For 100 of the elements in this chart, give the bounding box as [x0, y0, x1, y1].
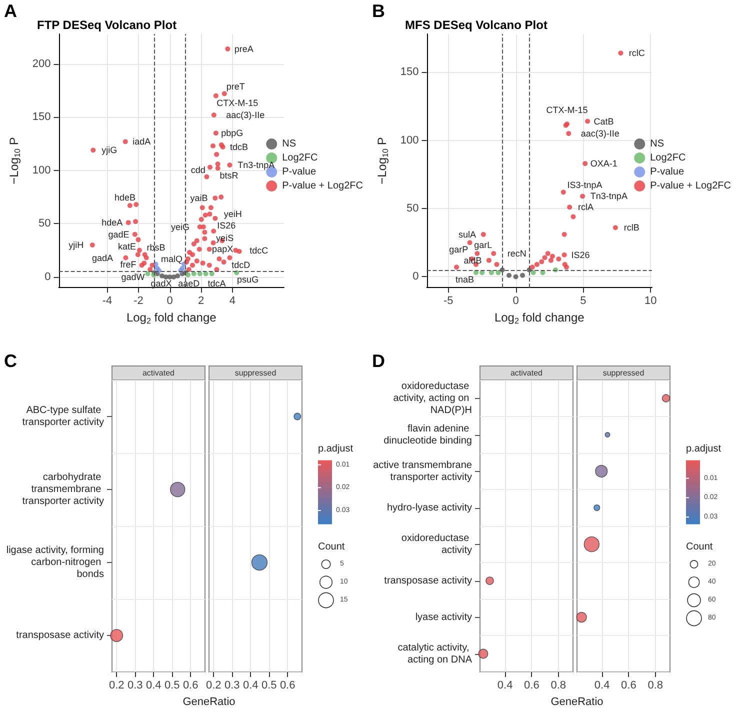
annotation: yjiH: [68, 240, 84, 250]
text: C: [4, 351, 17, 371]
x-tick-label: 0.6: [182, 680, 198, 692]
text: D: [372, 351, 385, 371]
annotation: tdcC: [250, 245, 269, 256]
x-tick-label: -4: [102, 295, 112, 308]
annotation: CTX-M-15: [216, 98, 258, 108]
annotation: psuG: [237, 274, 259, 285]
y-axis-title: −Log10 P: [375, 137, 390, 184]
text: B: [372, 1, 385, 21]
annotation: aac(3)-IIe: [226, 110, 265, 120]
x-tick-label: 0.3: [224, 680, 240, 692]
annotation: gadW: [121, 272, 146, 282]
annotation: cdd: [190, 164, 206, 175]
x-tick-label: -2: [134, 295, 144, 308]
annotation: Tn3-tnpA: [238, 160, 275, 170]
annotation: gadE: [108, 229, 130, 240]
annotation: CTX-M-15: [546, 104, 588, 115]
y-tick-label: 0: [412, 270, 419, 283]
x-tick-label: 0.4: [594, 680, 610, 692]
x-tick-label: 2: [198, 295, 204, 308]
x-tick-label: 4: [229, 295, 236, 308]
legend-label: P-value: [650, 166, 684, 178]
legend-label: Log2FC: [650, 152, 686, 164]
annotation: tnaB: [456, 274, 474, 285]
y-tick-label: ABC-type sulfate transporter activity: [22, 405, 104, 428]
annotation: yeiG: [170, 222, 190, 232]
y-axis-title: −Log10 P: [7, 137, 22, 184]
chart-title: suppressed: [234, 368, 276, 378]
x-tick-label: 0.5: [164, 680, 180, 692]
chart-title: activated: [142, 368, 175, 378]
legend-label: Log2FC: [282, 152, 318, 164]
x-tick-label: 10: [644, 295, 657, 308]
legend-title: Count: [686, 542, 713, 553]
annotation: hdeA: [102, 218, 123, 228]
y-tick-label: 200: [32, 58, 51, 70]
x-axis-title: GeneRatio: [182, 696, 236, 708]
chart-title: FTP DESeq Volcano Plot: [37, 18, 177, 32]
x-tick-label: 0.6: [280, 680, 296, 692]
legend-label: NS: [282, 138, 296, 150]
y-tick-label: catalytic activity, acting on DNA: [398, 642, 472, 666]
annotation: katE: [118, 242, 136, 252]
annotation: tdcD: [232, 260, 251, 270]
annotation: rclB: [624, 222, 640, 233]
annotation: iadA: [132, 136, 151, 147]
text: A: [4, 1, 17, 21]
legend-label: P-value + Log2FC: [650, 180, 732, 192]
legend-label: P-value: [282, 166, 316, 178]
annotation: gadX: [150, 278, 172, 288]
x-tick-label: 0.5: [261, 680, 277, 692]
x-tick-label: 0.4: [242, 680, 258, 692]
annotation: recN: [507, 248, 526, 259]
annotation: Tn3-tnpA: [590, 191, 628, 202]
y-tick-label: ligase activity, forming carbon-nitrogen bonds: [6, 545, 104, 580]
y-tick-label: hydro-lyase activity: [386, 502, 472, 514]
y-tick-label: transposase activity: [16, 630, 104, 641]
y-tick-label: oxidoreductase activity, acting on NAD(P)H: [393, 380, 472, 416]
annotation: sulA: [458, 229, 476, 240]
y-tick-label: 0: [44, 270, 51, 283]
annotation: aaeD: [178, 278, 200, 288]
x-tick-label: 0.3: [127, 680, 143, 692]
x-tick-label: 0.2: [108, 680, 124, 692]
y-tick-label: carbohydrate transmembrane transporter activity: [22, 472, 104, 507]
annotation: yeiS: [216, 233, 234, 244]
y-tick-label: 100: [32, 164, 51, 176]
annotation: btsR: [220, 170, 239, 180]
annotation: yjiG: [102, 145, 118, 156]
y-tick-label: 100: [400, 134, 419, 146]
x-tick-label: -5: [443, 295, 454, 308]
x-tick-label: 0.4: [146, 680, 162, 692]
annotation: aldB: [464, 255, 482, 266]
y-tick-label: active transmembrane transporter activity: [373, 460, 472, 483]
x-tick-label: 0: [512, 295, 519, 308]
annotation: tdcB: [230, 142, 248, 152]
legend-label: P-value + Log2FC: [282, 180, 364, 192]
color-bar-title: p.adjust: [318, 444, 354, 455]
x-tick-label: 0: [166, 295, 173, 308]
annotation: gadA: [92, 252, 114, 263]
annotation: yaiB: [190, 193, 208, 204]
annotation: papX: [212, 244, 234, 254]
y-tick-label: 150: [32, 111, 51, 124]
annotation: tdcA: [208, 278, 226, 288]
x-tick-label: 0.8: [550, 680, 566, 692]
y-tick-label: 50: [38, 218, 51, 230]
y-tick-label: oxidoreductase activity: [401, 532, 472, 556]
x-tick-label: 0.2: [206, 680, 222, 692]
annotation: CatB: [594, 116, 614, 126]
annotation: IS3-tnpA: [567, 180, 602, 190]
annotation: freF: [120, 259, 137, 270]
y-tick-label: flavin adenine dinucleotide binding: [384, 423, 472, 446]
legend-title: Count: [318, 542, 345, 553]
x-axis-title: GeneRatio: [550, 696, 604, 708]
y-tick-label: transposase activity: [384, 575, 472, 586]
annotation: IS26: [217, 220, 236, 230]
y-tick-label: lyase activity: [415, 612, 472, 623]
chart-title: suppressed: [602, 368, 644, 378]
chart-title: activated: [510, 368, 543, 378]
annotation: hdeB: [114, 192, 136, 202]
x-tick-label: 5: [580, 295, 586, 308]
x-tick-label: 0.4: [497, 680, 513, 692]
